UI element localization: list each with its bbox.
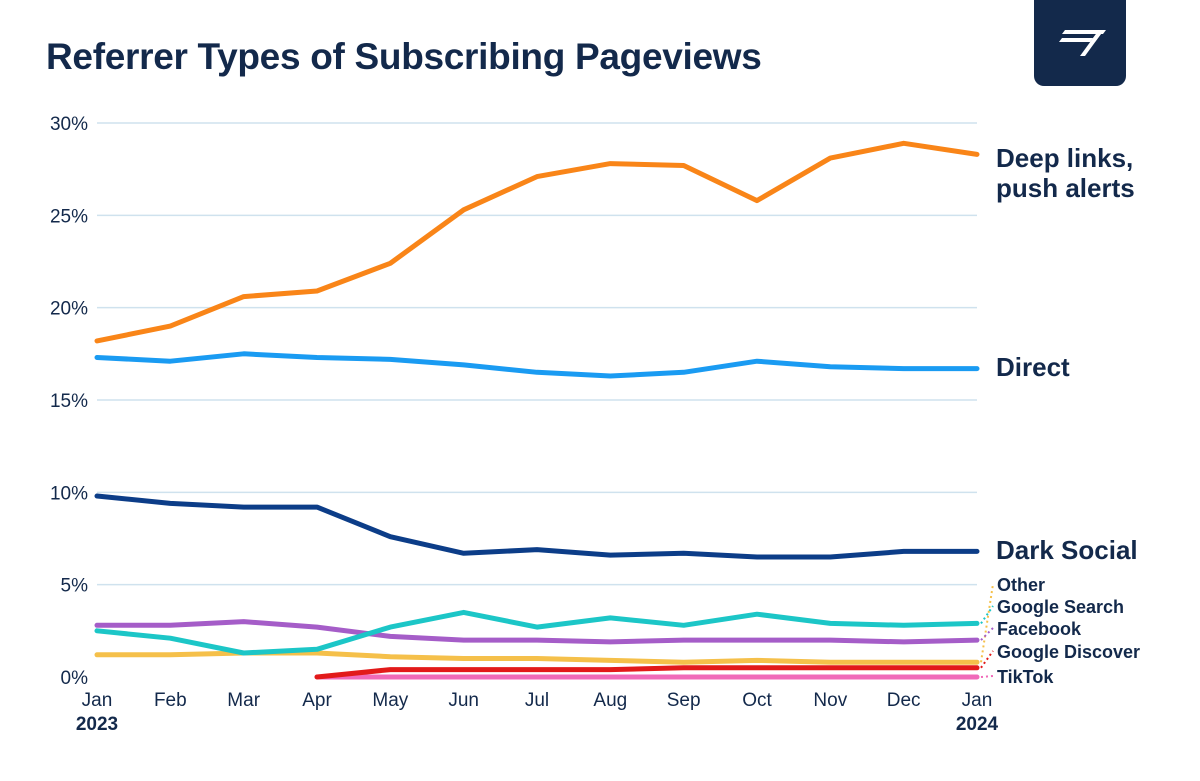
x-tick-label: Mar (227, 690, 260, 711)
series-line (94, 650, 980, 665)
series-label: Google Discover (997, 642, 1140, 662)
label-connector (980, 605, 994, 625)
series-line (94, 351, 980, 379)
series-label: Dark Social (996, 535, 1138, 565)
x-tick-label: Jun (448, 690, 479, 711)
chart-title: Referrer Types of Subscribing Pageviews (46, 36, 762, 77)
y-tick-label: 0% (61, 668, 89, 689)
series-line (94, 140, 980, 344)
label-connector (980, 675, 994, 678)
x-tick-label: Jan (962, 690, 993, 711)
series-line (94, 619, 980, 645)
series-label: Facebook (997, 619, 1082, 639)
y-tick-label: 15% (50, 391, 88, 412)
x-year-label-end: 2024 (956, 714, 999, 735)
x-year-label-start: 2023 (76, 714, 118, 735)
series-label: TikTok (997, 667, 1054, 687)
x-tick-label: Jan (82, 690, 113, 711)
series-label: Other (997, 575, 1045, 595)
x-tick-label: Oct (742, 690, 772, 711)
x-tick-label: Jul (525, 690, 549, 711)
series-label: Direct (996, 352, 1070, 382)
x-tick-label: Nov (813, 690, 847, 711)
label-connector (980, 583, 994, 663)
series-label: Google Search (997, 597, 1124, 617)
x-tick-label: Dec (887, 690, 921, 711)
x-tick-label: Apr (302, 690, 332, 711)
y-tick-label: 30% (50, 114, 88, 135)
x-tick-label: May (372, 690, 408, 711)
label-connector (980, 627, 994, 641)
series-line (94, 493, 980, 560)
brand-logo (1034, 0, 1126, 86)
series-line (314, 665, 980, 680)
x-tick-label: Sep (667, 690, 701, 711)
y-tick-label: 20% (50, 299, 88, 320)
x-tick-label: Feb (154, 690, 187, 711)
y-tick-label: 10% (50, 483, 88, 504)
series-label: Deep links, push alerts (996, 143, 1135, 203)
brand-logo-icon (1059, 30, 1106, 56)
y-tick-label: 5% (61, 576, 89, 597)
label-connector (980, 650, 994, 669)
x-tick-label: Aug (593, 690, 627, 711)
series-line (94, 609, 980, 656)
y-tick-label: 25% (50, 206, 88, 227)
